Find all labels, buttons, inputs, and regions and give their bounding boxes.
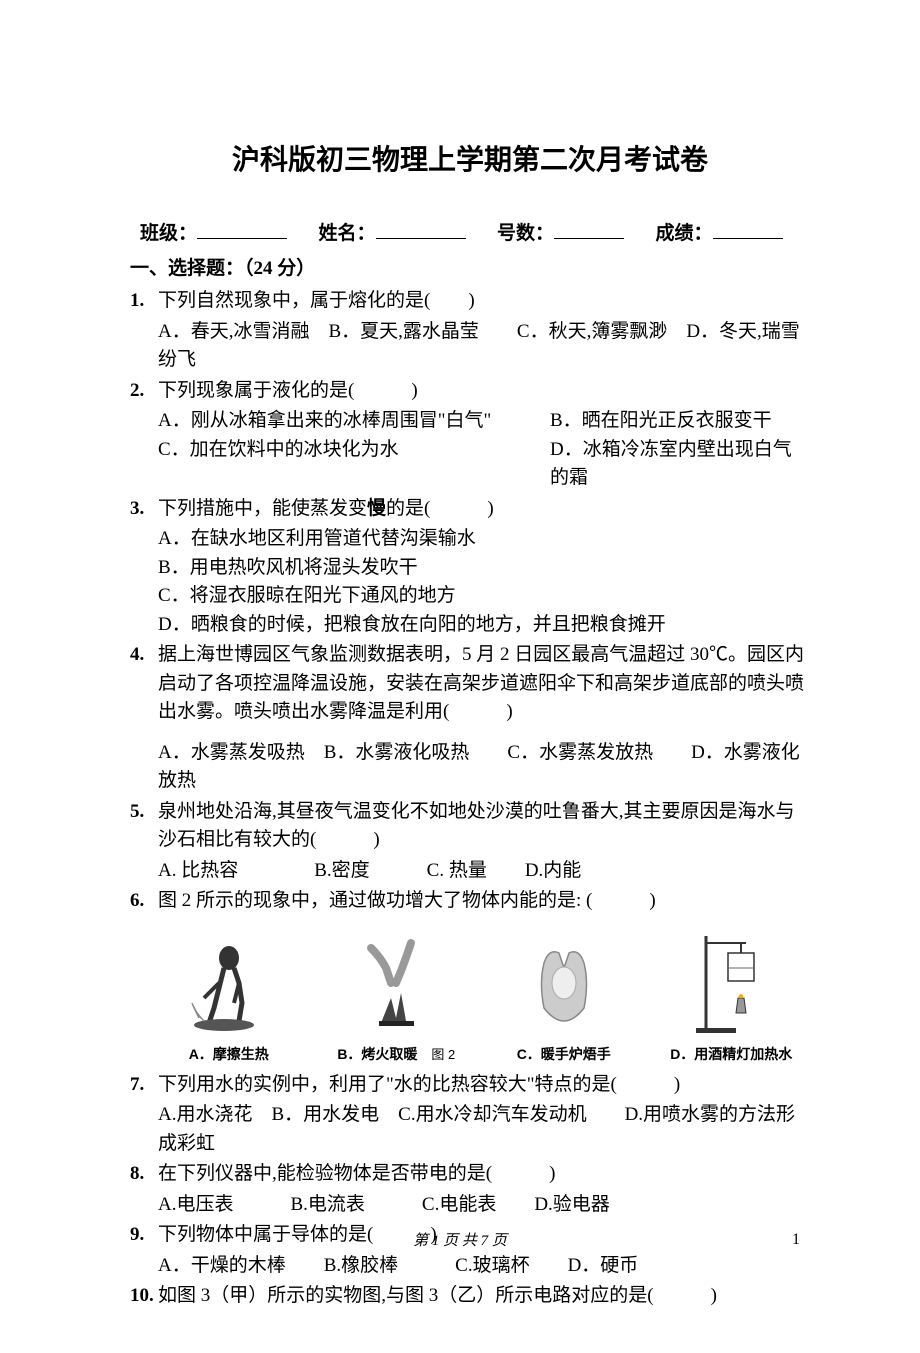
fig-c-image: [485, 928, 643, 1038]
name-blank[interactable]: [376, 238, 466, 239]
class-label: 班级：: [140, 223, 197, 244]
class-blank[interactable]: [197, 238, 287, 239]
question-text: 下列自然现象中，属于熔化的是( ): [158, 287, 810, 316]
question-options: A．刚从冰箱拿出来的冰棒周围冒"白气" B．晒在阳光正反衣服变干 C．加在饮料中…: [158, 405, 810, 493]
question-options: A.电压表 B.电流表 C.电能表 D.验电器: [158, 1189, 810, 1220]
fig-c: C．暖手炉焐手: [485, 928, 643, 1065]
score-blank[interactable]: [713, 238, 783, 239]
fig-d-caption: D．用酒精灯加热水: [653, 1044, 811, 1065]
question-number: 7.: [130, 1071, 158, 1159]
question-number: 5.: [130, 798, 158, 886]
fig-b: B．烤火取暖 图 2: [318, 928, 476, 1065]
fig-a: A．摩擦生热: [150, 928, 308, 1065]
question-text: 下列措施中，能使蒸发变慢的是( ): [158, 495, 810, 524]
question-text: 据上海世博园区气象监测数据表明，5 月 2 日园区最高气温超过 30℃。园区内启…: [158, 641, 810, 727]
question-options: A.用水浇花 B．用水发电 C.用水冷却汽车发动机 D.用喷水雾的方法形成彩虹: [158, 1099, 810, 1158]
opt: A．在缺水地区利用管道代替沟渠输水: [158, 525, 810, 554]
section-1-heading: 一、选择题：（24 分）: [130, 255, 810, 284]
fig-d: D．用酒精灯加热水: [653, 928, 811, 1065]
question-number: 6.: [130, 887, 158, 916]
number-label: 号数：: [497, 223, 554, 244]
question-10: 10. 如图 3（甲）所示的实物图,与图 3（乙）所示电路对应的是( ): [130, 1282, 810, 1311]
page-number: 1: [792, 1228, 800, 1252]
opt: B．用电热吹风机将湿头发吹干: [158, 554, 810, 583]
opt: B．晒在阳光正反衣服变干: [550, 407, 810, 436]
question-number: 10.: [130, 1282, 158, 1311]
fig-d-image: [653, 928, 811, 1038]
number-blank[interactable]: [554, 238, 624, 239]
question-text: 下列现象属于液化的是( ): [158, 377, 810, 406]
question-1: 1. 下列自然现象中，属于熔化的是( ) A．春天,冰雪消融 B．夏天,露水晶莹…: [130, 287, 810, 375]
question-number: 1.: [130, 287, 158, 375]
question-7: 7. 下列用水的实例中，利用了"水的比热容较大"特点的是( ) A.用水浇花 B…: [130, 1071, 810, 1159]
question-text: 泉州地处沿海,其昼夜气温变化不如地处沙漠的吐鲁番大,其主要原因是海水与沙石相比有…: [158, 798, 810, 855]
question-text: 图 2 所示的现象中，通过做功增大了物体内能的是: ( ): [158, 887, 810, 916]
fig-b-image: [318, 928, 476, 1038]
question-options: A. 比热容 B.密度 C. 热量 D.内能: [158, 855, 810, 886]
figure-2-row: A．摩擦生热 B．烤火取暖 图 2 C．暖手炉焐手: [150, 928, 810, 1065]
opt: A．刚从冰箱拿出来的冰棒周围冒"白气": [158, 407, 550, 436]
question-number: 2.: [130, 377, 158, 493]
student-info-row: 班级： 姓名： 号数： 成绩：: [130, 220, 810, 249]
fig-a-caption: A．摩擦生热: [150, 1044, 308, 1065]
question-options: A．在缺水地区利用管道代替沟渠输水 B．用电热吹风机将湿头发吹干 C．将湿衣服晾…: [158, 523, 810, 639]
question-text: 在下列仪器中,能检验物体是否带电的是( ): [158, 1160, 810, 1189]
page-footer: 第 1 页 共 7 页: [0, 1230, 920, 1253]
fig-b-caption: B．烤火取暖 图 2: [318, 1044, 476, 1065]
question-number: 8.: [130, 1160, 158, 1219]
question-3: 3. 下列措施中，能使蒸发变慢的是( ) A．在缺水地区利用管道代替沟渠输水 B…: [130, 495, 810, 640]
question-text: 如图 3（甲）所示的实物图,与图 3（乙）所示电路对应的是( ): [158, 1282, 810, 1311]
question-number: 4.: [130, 641, 158, 796]
opt: C．将湿衣服晾在阳光下通风的地方: [158, 582, 810, 611]
question-number: 3.: [130, 495, 158, 640]
exam-title: 沪科版初三物理上学期第二次月考试卷: [130, 140, 810, 182]
question-6: 6. 图 2 所示的现象中，通过做功增大了物体内能的是: ( ): [130, 887, 810, 916]
question-4: 4. 据上海世博园区气象监测数据表明，5 月 2 日园区最高气温超过 30℃。园…: [130, 641, 810, 796]
question-options: A．春天,冰雪消融 B．夏天,露水晶莹 C．秋天,簿雾飘渺 D．冬天,瑞雪纷飞: [158, 316, 810, 375]
question-8: 8. 在下列仪器中,能检验物体是否带电的是( ) A.电压表 B.电流表 C.电…: [130, 1160, 810, 1219]
score-label: 成绩：: [656, 223, 713, 244]
fig-c-caption: C．暖手炉焐手: [485, 1044, 643, 1065]
opt: D．晒粮食的时候，把粮食放在向阳的地方，并且把粮食摊开: [158, 611, 810, 640]
name-label: 姓名：: [319, 223, 376, 244]
fig-a-image: [150, 928, 308, 1038]
question-text: 下列用水的实例中，利用了"水的比热容较大"特点的是( ): [158, 1071, 810, 1100]
question-5: 5. 泉州地处沿海,其昼夜气温变化不如地处沙漠的吐鲁番大,其主要原因是海水与沙石…: [130, 798, 810, 886]
question-options: A．干燥的木棒 B.橡胶棒 C.玻璃杯 D．硬币: [158, 1250, 810, 1281]
question-options: A．水雾蒸发吸热 B．水雾液化吸热 C．水雾蒸发放热 D．水雾液化放热: [158, 737, 810, 796]
figure-label: 图 2: [431, 1047, 455, 1062]
opt: D．冰箱冷冻室内壁出现白气的霜: [550, 436, 810, 493]
opt: C．加在饮料中的冰块化为水: [158, 436, 550, 493]
question-2: 2. 下列现象属于液化的是( ) A．刚从冰箱拿出来的冰棒周围冒"白气" B．晒…: [130, 377, 810, 493]
